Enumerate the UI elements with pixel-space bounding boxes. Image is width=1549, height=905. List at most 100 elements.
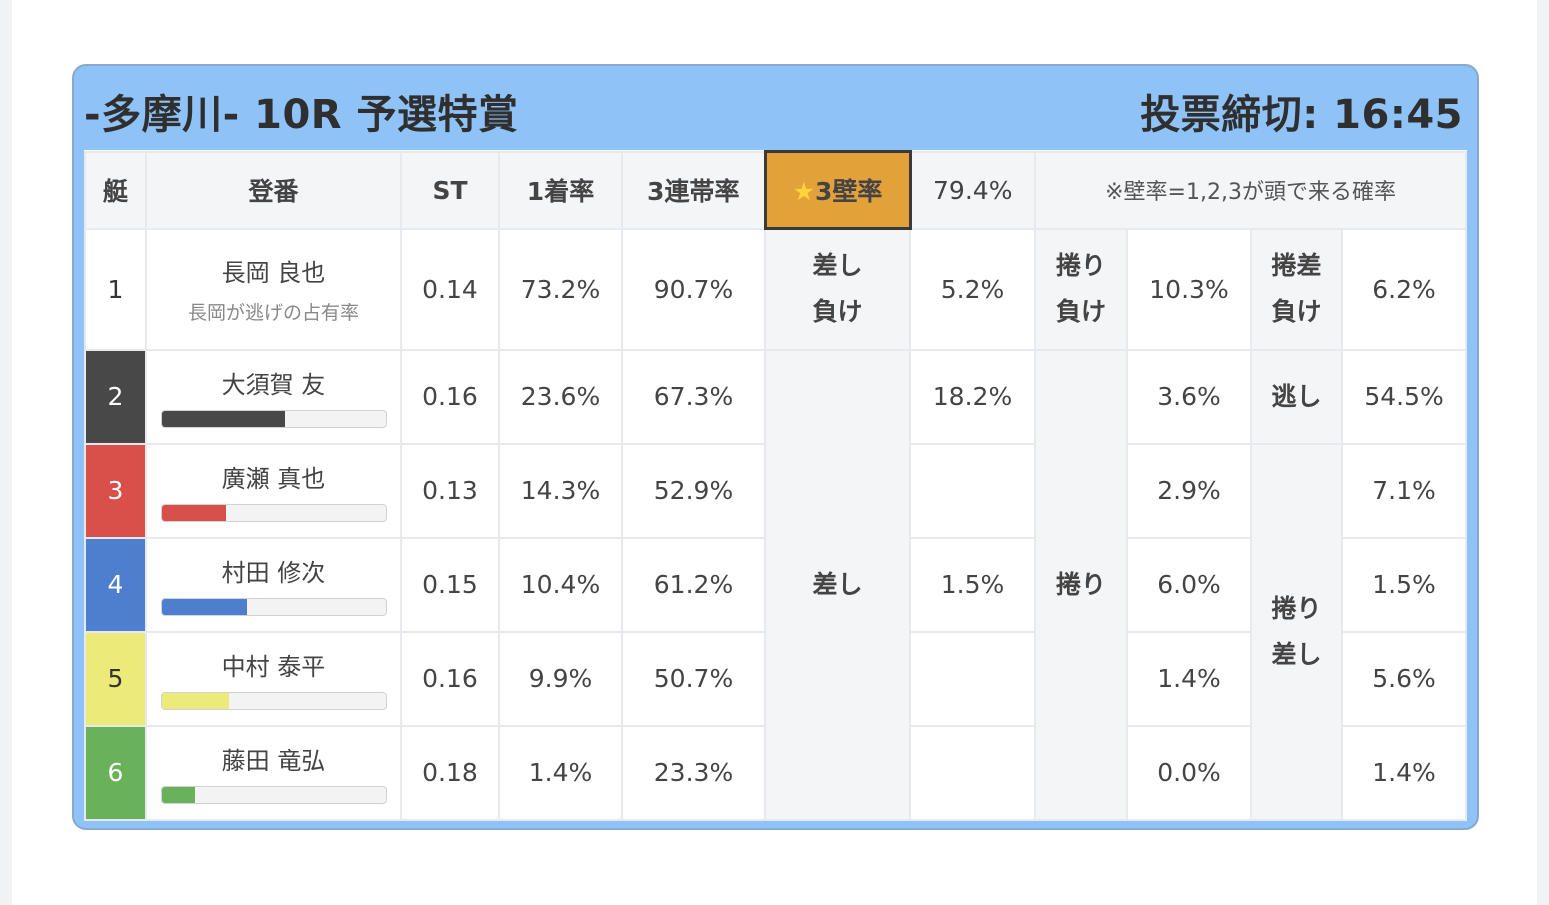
label-line: 負け xyxy=(1055,297,1106,326)
sashi-value xyxy=(909,724,1036,821)
rate-bar-fill xyxy=(161,599,247,615)
rate-bar-fill xyxy=(161,787,196,803)
makurizashi-value: 1.4% xyxy=(1340,724,1468,821)
rate-bar-fill xyxy=(161,505,227,521)
racer-name: 村田 修次 xyxy=(221,559,326,587)
racer-name: 長岡 良也 xyxy=(221,259,326,287)
table-row: 1 長岡 良也 長岡が逃げの占有率 0.14 73.2% 90.7% 差し 負け … xyxy=(84,227,1468,351)
col-racer-header: 登番 xyxy=(145,150,402,230)
st-value: 0.15 xyxy=(400,536,500,633)
rate-bar xyxy=(160,410,387,428)
makuri-label: 捲り xyxy=(1034,348,1128,821)
rate-bar xyxy=(160,504,387,522)
nige-value: 54.5% xyxy=(1340,348,1468,445)
sashi-value xyxy=(909,630,1036,727)
star-icon: ★ xyxy=(792,177,815,206)
label-line: 負け xyxy=(812,297,863,327)
st-value: 0.16 xyxy=(400,348,500,445)
col-top3-rate-header: 3連帯率 xyxy=(621,150,766,230)
top3-rate-value: 61.2% xyxy=(621,536,766,633)
rate-bar-fill xyxy=(161,411,285,427)
label-line: 差し xyxy=(1271,639,1322,669)
racer-cell: 長岡 良也 長岡が逃げの占有率 xyxy=(145,227,402,351)
label-line: 差し xyxy=(812,251,863,281)
table-row: 5 中村 泰平 0.16 9.9% 50.7% 1.4% 5.6% xyxy=(84,630,1468,727)
makuri-make-value: 10.3% xyxy=(1126,227,1252,351)
rate-bar xyxy=(160,692,387,710)
rate-bar xyxy=(160,598,387,616)
racer-name: 藤田 竜弘 xyxy=(221,747,326,775)
wall-rate-value: 79.4% xyxy=(909,150,1036,230)
top3-rate-value: 50.7% xyxy=(621,630,766,727)
racer-cell: 藤田 竜弘 xyxy=(145,724,402,821)
label-line: 負け xyxy=(1271,297,1322,326)
col-first-rate-header: 1着率 xyxy=(498,150,623,230)
top3-rate-value: 90.7% xyxy=(621,227,766,351)
rate-bar xyxy=(160,786,387,804)
racer-name: 中村 泰平 xyxy=(221,653,326,681)
makuri-make-label: 捲り 負け xyxy=(1034,227,1128,351)
lane-number: 2 xyxy=(84,348,147,445)
first-rate-value: 14.3% xyxy=(498,442,623,539)
rate-bar-fill xyxy=(161,693,229,709)
table-row: 3 廣瀬 真也 0.13 14.3% 52.9% 2.9% 捲り差し 7.1% xyxy=(84,442,1468,821)
sashi-value: 1.5% xyxy=(909,536,1036,633)
table-row: 4 村田 修次 0.15 10.4% 61.2% 1.5% 6.0% 1.5% xyxy=(84,536,1468,633)
col-st-header: ST xyxy=(400,150,500,230)
makurizashi-make-value: 6.2% xyxy=(1340,227,1468,351)
racer-escape-share-note: 長岡が逃げの占有率 xyxy=(187,302,359,324)
st-value: 0.13 xyxy=(400,442,500,539)
first-rate-value: 10.4% xyxy=(498,536,623,633)
col-lane-header: 艇 xyxy=(84,150,147,230)
label-line: 捲り xyxy=(1271,593,1322,623)
makurizashi-value: 7.1% xyxy=(1340,442,1468,539)
first-rate-value: 23.6% xyxy=(498,348,623,445)
top3-rate-value: 67.3% xyxy=(621,348,766,445)
wall-rate-note: ※壁率=1,2,3が頭で来る確率 xyxy=(1033,150,1468,230)
wall-rate-header: ★3壁率 xyxy=(763,150,912,230)
st-value: 0.16 xyxy=(400,630,500,727)
first-rate-value: 1.4% xyxy=(498,724,623,821)
st-value: 0.18 xyxy=(400,724,500,821)
lane-number: 4 xyxy=(84,536,147,633)
race-title: -多摩川- 10R 予選特賞 xyxy=(84,92,519,138)
makurizashi-label: 捲り 差し xyxy=(1250,442,1343,821)
racer-cell: 廣瀬 真也 xyxy=(145,442,402,539)
sashi-make-label: 差し 負け xyxy=(764,227,911,351)
racer-name: 廣瀬 真也 xyxy=(221,465,326,493)
sashi-value: 18.2% xyxy=(909,348,1036,445)
top3-rate-value: 52.9% xyxy=(621,442,766,539)
nige-label: 逃し xyxy=(1250,348,1343,445)
lane-number: 1 xyxy=(84,227,147,351)
sashi-value xyxy=(909,442,1036,539)
label-line: 捲差 xyxy=(1271,251,1322,280)
makuri-value: 1.4% xyxy=(1126,630,1252,727)
makurizashi-value: 1.5% xyxy=(1340,536,1468,633)
first-rate-value: 9.9% xyxy=(498,630,623,727)
lane-number: 6 xyxy=(84,724,147,821)
sashi-label: 差し xyxy=(764,348,911,821)
table-header-row: 艇 登番 ST 1着率 3連帯率 ★3壁率 79.4% ※壁率=1,2,3が頭で… xyxy=(84,150,1468,230)
wall-rate-label: 3壁率 xyxy=(815,177,883,206)
top3-rate-value: 23.3% xyxy=(621,724,766,821)
makuri-value: 0.0% xyxy=(1126,724,1252,821)
first-rate-value: 73.2% xyxy=(498,227,623,351)
table-row: 2 大須賀 友 0.16 23.6% 67.3% 差し 18.2% 捲り 3.6… xyxy=(84,348,1468,821)
st-value: 0.14 xyxy=(400,227,500,351)
makurizashi-make-label: 捲差 負け xyxy=(1250,227,1343,351)
vote-deadline: 投票締切: 16:45 xyxy=(1140,92,1463,138)
label-line: 捲り xyxy=(1055,251,1106,280)
racer-cell: 大須賀 友 xyxy=(145,348,402,445)
racer-cell: 村田 修次 xyxy=(145,536,402,633)
makuri-value: 2.9% xyxy=(1126,442,1252,539)
lane-number: 3 xyxy=(84,442,147,539)
makuri-value: 6.0% xyxy=(1126,536,1252,633)
table-row: 6 藤田 竜弘 0.18 1.4% 23.3% 0.0% 1.4% xyxy=(84,724,1468,821)
makurizashi-value: 5.6% xyxy=(1340,630,1468,727)
lane-number: 5 xyxy=(84,630,147,727)
racer-name: 大須賀 友 xyxy=(221,371,326,399)
race-table: 艇 登番 ST 1着率 3連帯率 ★3壁率 79.4% ※壁率=1,2,3が頭で… xyxy=(84,150,1468,821)
racer-cell: 中村 泰平 xyxy=(145,630,402,727)
makuri-value: 3.6% xyxy=(1126,348,1252,445)
sashi-make-value: 5.2% xyxy=(909,227,1036,351)
